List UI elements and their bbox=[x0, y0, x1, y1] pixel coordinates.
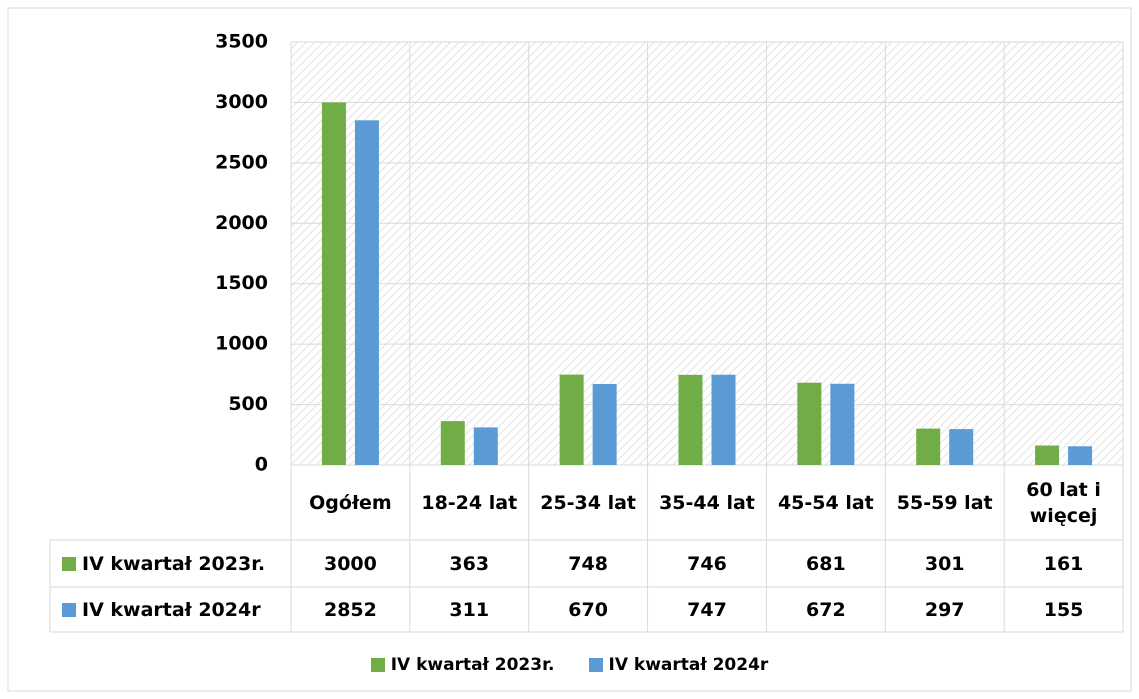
table-value: 161 bbox=[1043, 552, 1084, 575]
table-key bbox=[62, 602, 76, 617]
table-value: 297 bbox=[924, 598, 965, 621]
table-value: 748 bbox=[568, 552, 608, 575]
table-value: 155 bbox=[1043, 598, 1084, 621]
x-tick-label: 18-24 lat bbox=[421, 491, 518, 514]
bar bbox=[1035, 445, 1060, 465]
x-tick-label: 55-59 lat bbox=[896, 491, 993, 514]
bar bbox=[797, 382, 822, 465]
legend: IV kwartał 2023r. IV kwartał 2024r bbox=[0, 650, 1139, 680]
bar bbox=[440, 421, 465, 465]
y-tick-label: 3000 bbox=[215, 91, 268, 113]
x-tick-label: Ogółem bbox=[309, 491, 392, 514]
legend-label: IV kwartał 2023r. bbox=[390, 655, 555, 675]
table-row-label: IV kwartał 2024r bbox=[82, 598, 261, 621]
bar bbox=[354, 120, 379, 465]
table-value: 3000 bbox=[323, 552, 377, 575]
table-row-label: IV kwartał 2023r. bbox=[82, 552, 266, 575]
y-tick-label: 0 bbox=[255, 454, 268, 476]
bar bbox=[678, 374, 703, 465]
table-value: 2852 bbox=[323, 598, 377, 621]
y-tick-label: 2500 bbox=[215, 151, 268, 173]
table-row-header: IV kwartał 2023r. bbox=[50, 540, 291, 587]
table-value: 746 bbox=[687, 552, 727, 575]
x-tick-label: 60 lat i więcej bbox=[1026, 478, 1101, 527]
table-value: 363 bbox=[449, 552, 490, 575]
table-value: 681 bbox=[806, 552, 846, 575]
y-tick-label: 1500 bbox=[215, 272, 268, 294]
bar bbox=[949, 429, 974, 465]
legend-key bbox=[370, 658, 385, 672]
x-tick-label: 45-54 lat bbox=[777, 491, 874, 514]
bar bbox=[1068, 446, 1093, 465]
y-tick-label: 500 bbox=[228, 393, 268, 415]
bar bbox=[473, 427, 498, 465]
x-tick-label: 25-34 lat bbox=[540, 491, 637, 514]
table-value: 747 bbox=[687, 598, 727, 621]
table-value: 670 bbox=[568, 598, 608, 621]
legend-item: IV kwartał 2024r bbox=[588, 655, 769, 675]
legend-key bbox=[588, 658, 603, 672]
table-value: 672 bbox=[806, 598, 846, 621]
table-value: 311 bbox=[449, 598, 490, 621]
bar bbox=[592, 384, 617, 465]
bar bbox=[830, 383, 855, 465]
legend-label: IV kwartał 2024r bbox=[608, 655, 769, 675]
bar bbox=[916, 428, 941, 465]
plot-background bbox=[291, 42, 1123, 465]
table-key bbox=[62, 556, 76, 571]
table-row-header: IV kwartał 2024r bbox=[50, 587, 291, 632]
y-tick-label: 3500 bbox=[215, 31, 268, 53]
y-tick-label: 2000 bbox=[215, 212, 268, 234]
legend-item: IV kwartał 2023r. bbox=[370, 655, 555, 675]
x-tick-label: 35-44 lat bbox=[659, 491, 755, 514]
bar bbox=[711, 374, 736, 465]
y-tick-label: 1000 bbox=[215, 333, 268, 355]
bar bbox=[559, 374, 584, 465]
bar bbox=[321, 102, 346, 465]
table-value: 301 bbox=[924, 552, 965, 575]
